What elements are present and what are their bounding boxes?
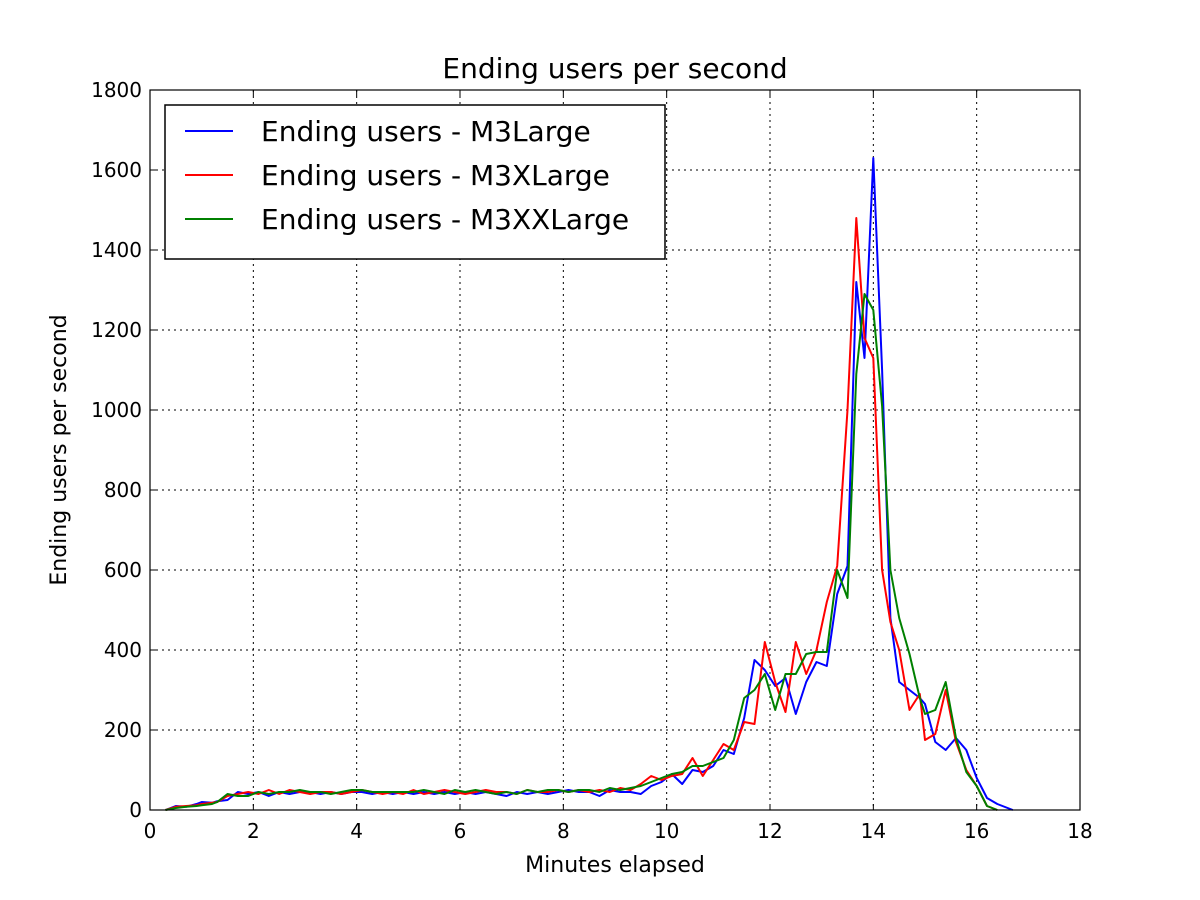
y-tick-label: 1000	[91, 398, 142, 422]
legend-box	[164, 104, 666, 260]
series-lines	[165, 157, 1014, 811]
y-tick-label: 800	[104, 478, 142, 502]
x-tick-label: 6	[454, 819, 467, 843]
legend: Ending users - M3Large Ending users - M3X…	[164, 104, 666, 260]
y-tick-label: 400	[104, 638, 142, 662]
legend-label-1: Ending users - M3XLarge	[261, 159, 610, 192]
legend-label-2: Ending users - M3XXLarge	[261, 203, 629, 236]
x-tick-label: 10	[654, 819, 679, 843]
y-tick-label: 1400	[91, 238, 142, 262]
axis-ticks: 0 2 4 6 8 10 12 14 16 18 0 200 400 600 800 1000 1200 1400…	[91, 78, 1093, 843]
x-tick-label: 16	[964, 819, 989, 843]
chart-title: Ending users per second	[442, 52, 787, 85]
y-tick-label: 200	[104, 718, 142, 742]
x-tick-label: 8	[557, 819, 570, 843]
y-tick-label: 0	[129, 798, 142, 822]
x-axis-label: Minutes elapsed	[525, 853, 705, 878]
series-line-2	[165, 293, 998, 811]
plot-frame	[149, 89, 1081, 811]
y-tick-label: 600	[104, 558, 142, 582]
y-axis-label: Ending users per second	[47, 314, 72, 585]
y-tick-label: 1800	[91, 78, 142, 102]
y-tick-label: 1600	[91, 158, 142, 182]
x-tick-label: 14	[861, 819, 886, 843]
y-tick-label: 1200	[91, 318, 142, 342]
legend-label-0: Ending users - M3Large	[261, 115, 591, 148]
x-tick-label: 2	[247, 819, 260, 843]
x-tick-label: 18	[1067, 819, 1092, 843]
x-tick-label: 4	[350, 819, 363, 843]
x-tick-label: 12	[757, 819, 782, 843]
x-tick-label: 0	[144, 819, 157, 843]
